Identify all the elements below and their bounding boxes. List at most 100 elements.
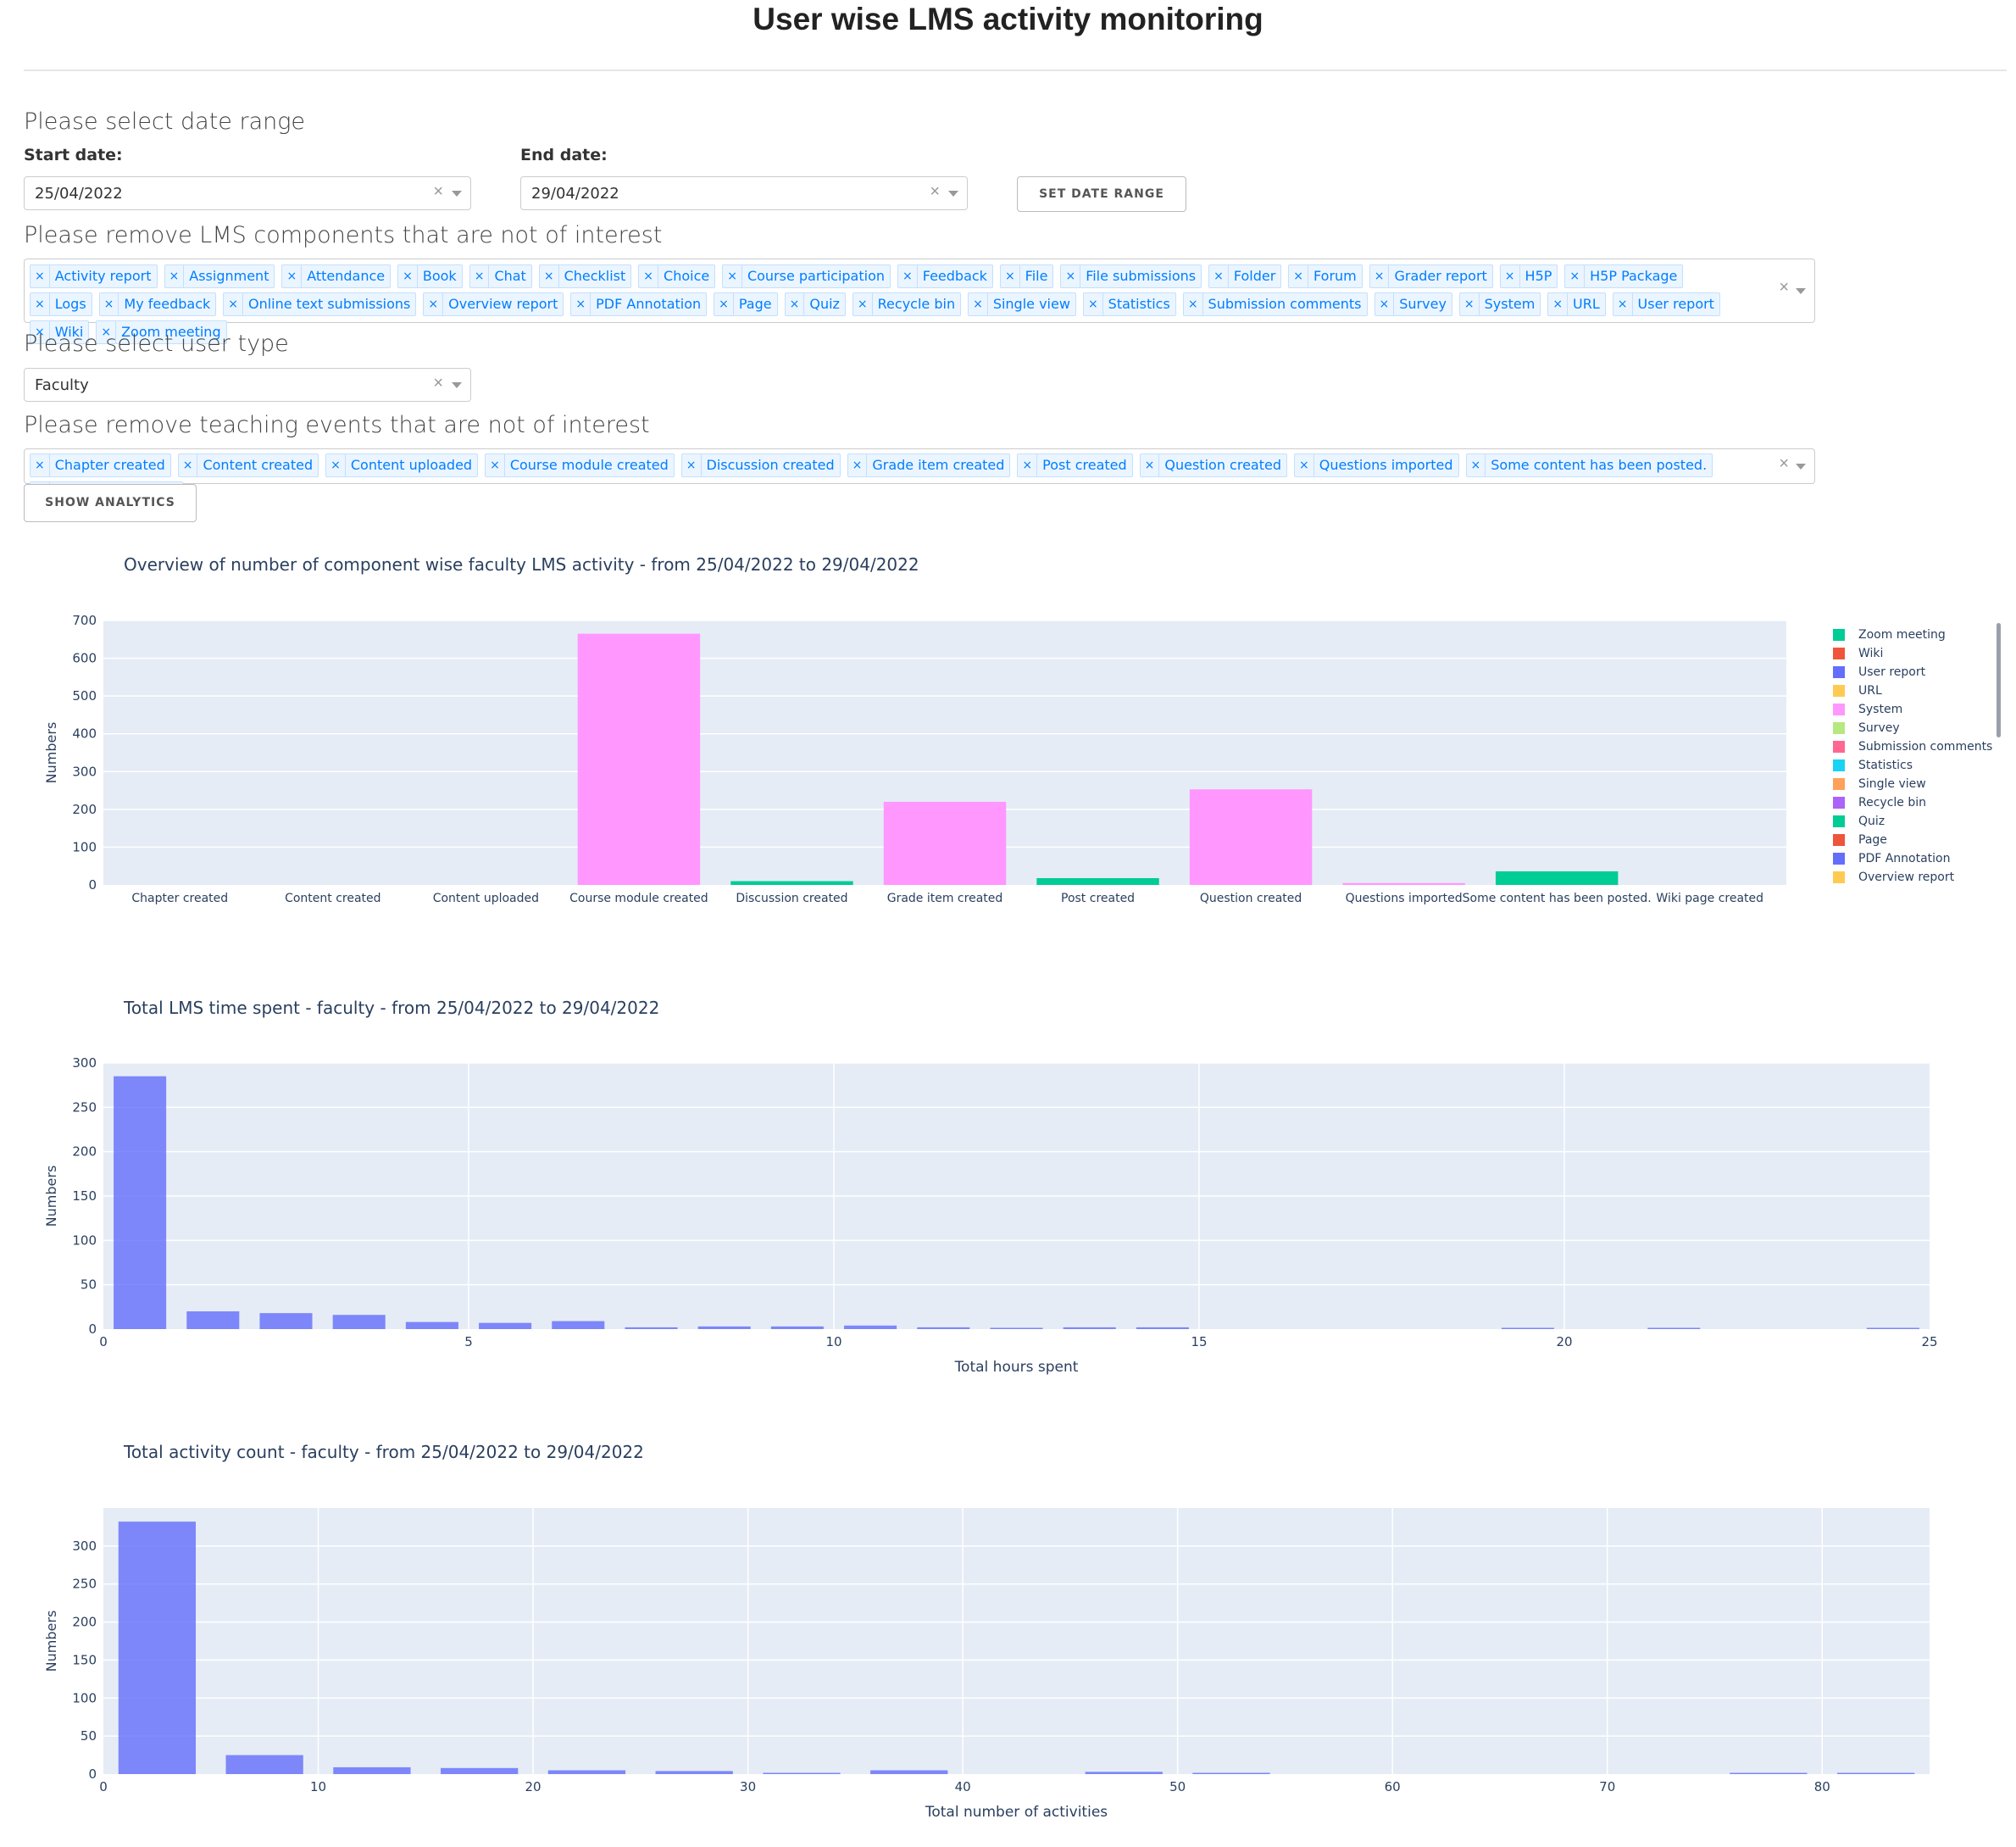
remove-chip-icon[interactable]: × [723, 265, 742, 287]
legend-item[interactable]: Single view [1833, 775, 2002, 793]
remove-chip-icon[interactable]: × [1295, 454, 1314, 476]
event-chip[interactable]: × Content created [177, 453, 319, 477]
clear-all-icon[interactable]: × [1779, 278, 1789, 297]
legend-item[interactable]: Statistics [1833, 756, 2002, 775]
component-chip[interactable]: × Chat [469, 264, 532, 288]
component-chip[interactable]: × Feedback [897, 264, 993, 288]
remove-chip-icon[interactable]: × [97, 321, 117, 343]
remove-chip-icon[interactable]: × [848, 454, 868, 476]
component-chip[interactable]: × H5P Package [1564, 264, 1684, 288]
remove-chip-icon[interactable]: × [31, 321, 50, 343]
remove-chip-icon[interactable]: × [1184, 293, 1203, 315]
components-multiselect[interactable]: × Activity report × Assignment × Attendance × B… [24, 259, 1815, 344]
legend-item[interactable]: Wiki [1833, 644, 2002, 663]
event-chip[interactable]: × Question created [1139, 453, 1287, 477]
remove-chip-icon[interactable]: × [1370, 265, 1390, 287]
remove-chip-icon[interactable]: × [224, 293, 243, 315]
remove-chip-icon[interactable]: × [1467, 454, 1486, 476]
remove-chip-icon[interactable]: × [540, 265, 559, 287]
component-chip[interactable]: × Wiki [30, 320, 90, 344]
component-chip[interactable]: × Checklist [538, 264, 632, 288]
component-chip[interactable]: × Attendance [281, 264, 392, 288]
component-chip[interactable]: × Survey [1374, 292, 1452, 316]
event-chip[interactable]: × Questions imported [1293, 453, 1459, 477]
start-date-dropdown[interactable]: 25/04/2022 × [24, 176, 471, 210]
legend-item[interactable]: User report [1833, 663, 2002, 681]
legend-item[interactable]: Submission comments [1833, 737, 2002, 756]
component-chip[interactable]: × My feedback [98, 292, 217, 316]
show-analytics-button[interactable]: SHOW ANALYTICS [24, 484, 197, 522]
remove-chip-icon[interactable]: × [282, 265, 303, 287]
remove-chip-icon[interactable]: × [1018, 454, 1038, 476]
component-chip[interactable]: × Course participation [722, 264, 891, 288]
events-multiselect[interactable]: × Chapter created × Content created × Content… [24, 448, 1815, 505]
remove-chip-icon[interactable]: × [1375, 293, 1395, 315]
remove-chip-icon[interactable]: × [100, 293, 119, 315]
remove-chip-icon[interactable]: × [639, 265, 659, 287]
legend-item[interactable]: Recycle bin [1833, 793, 2002, 812]
remove-chip-icon[interactable]: × [165, 265, 185, 287]
remove-chip-icon[interactable]: × [786, 293, 805, 315]
component-chip[interactable]: × Online text submissions [223, 292, 417, 316]
remove-chip-icon[interactable]: × [1460, 293, 1480, 315]
component-chip[interactable]: × Book [397, 264, 463, 288]
legend-item[interactable]: Overview report [1833, 868, 2002, 887]
remove-chip-icon[interactable]: × [398, 265, 418, 287]
remove-chip-icon[interactable]: × [1001, 265, 1020, 287]
legend-item[interactable]: System [1833, 700, 2002, 719]
remove-chip-icon[interactable]: × [853, 293, 873, 315]
event-chip[interactable]: × Course module created [485, 453, 675, 477]
component-chip[interactable]: × Quiz [784, 292, 846, 316]
remove-chip-icon[interactable]: × [969, 293, 988, 315]
component-chip[interactable]: × Single view [968, 292, 1076, 316]
remove-chip-icon[interactable]: × [1501, 265, 1520, 287]
legend-scrollbar[interactable] [1997, 623, 2001, 737]
chevron-down-icon[interactable] [452, 382, 462, 388]
remove-chip-icon[interactable]: × [31, 293, 50, 315]
clear-icon[interactable]: × [930, 182, 940, 201]
legend-item[interactable]: Zoom meeting [1833, 626, 2002, 644]
clear-icon[interactable]: × [433, 182, 443, 201]
component-chip[interactable]: × Zoom meeting [96, 320, 227, 344]
remove-chip-icon[interactable]: × [1084, 293, 1103, 315]
event-chip[interactable]: × Discussion created [680, 453, 841, 477]
component-chip[interactable]: × User report [1612, 292, 1720, 316]
user-type-dropdown[interactable]: Faculty × [24, 368, 471, 402]
legend-item[interactable]: Page [1833, 831, 2002, 849]
legend-item[interactable]: URL [1833, 681, 2002, 700]
component-chip[interactable]: × Submission comments [1182, 292, 1368, 316]
remove-chip-icon[interactable]: × [31, 454, 50, 476]
end-date-dropdown[interactable]: 29/04/2022 × [520, 176, 968, 210]
remove-chip-icon[interactable]: × [1061, 265, 1081, 287]
component-chip[interactable]: × Activity report [30, 264, 158, 288]
remove-chip-icon[interactable]: × [898, 265, 918, 287]
remove-chip-icon[interactable]: × [1209, 265, 1229, 287]
remove-chip-icon[interactable]: × [682, 454, 702, 476]
component-chip[interactable]: × Forum [1288, 264, 1363, 288]
clear-all-icon[interactable]: × [1779, 454, 1789, 473]
remove-chip-icon[interactable]: × [1289, 265, 1309, 287]
event-chip[interactable]: × Chapter created [30, 453, 171, 477]
event-chip[interactable]: × Grade item created [847, 453, 1011, 477]
clear-icon[interactable]: × [433, 374, 443, 392]
component-chip[interactable]: × H5P [1499, 264, 1558, 288]
legend-item[interactable]: Quiz [1833, 812, 2002, 831]
component-chip[interactable]: × Statistics [1082, 292, 1176, 316]
component-chip[interactable]: × Folder [1208, 264, 1282, 288]
remove-chip-icon[interactable]: × [571, 293, 591, 315]
chevron-down-icon[interactable] [1796, 288, 1806, 294]
remove-chip-icon[interactable]: × [470, 265, 490, 287]
component-chip[interactable]: × Choice [638, 264, 716, 288]
component-chip[interactable]: × File submissions [1060, 264, 1202, 288]
remove-chip-icon[interactable]: × [326, 454, 346, 476]
component-chip[interactable]: × PDF Annotation [570, 292, 708, 316]
event-chip[interactable]: × Content uploaded [325, 453, 479, 477]
component-chip[interactable]: × Assignment [164, 264, 275, 288]
chevron-down-icon[interactable] [948, 191, 958, 197]
component-chip[interactable]: × Grader report [1369, 264, 1493, 288]
remove-chip-icon[interactable]: × [179, 454, 198, 476]
event-chip[interactable]: × Post created [1017, 453, 1133, 477]
component-chip[interactable]: × Page [714, 292, 778, 316]
remove-chip-icon[interactable]: × [424, 293, 444, 315]
legend-item[interactable]: Survey [1833, 719, 2002, 737]
